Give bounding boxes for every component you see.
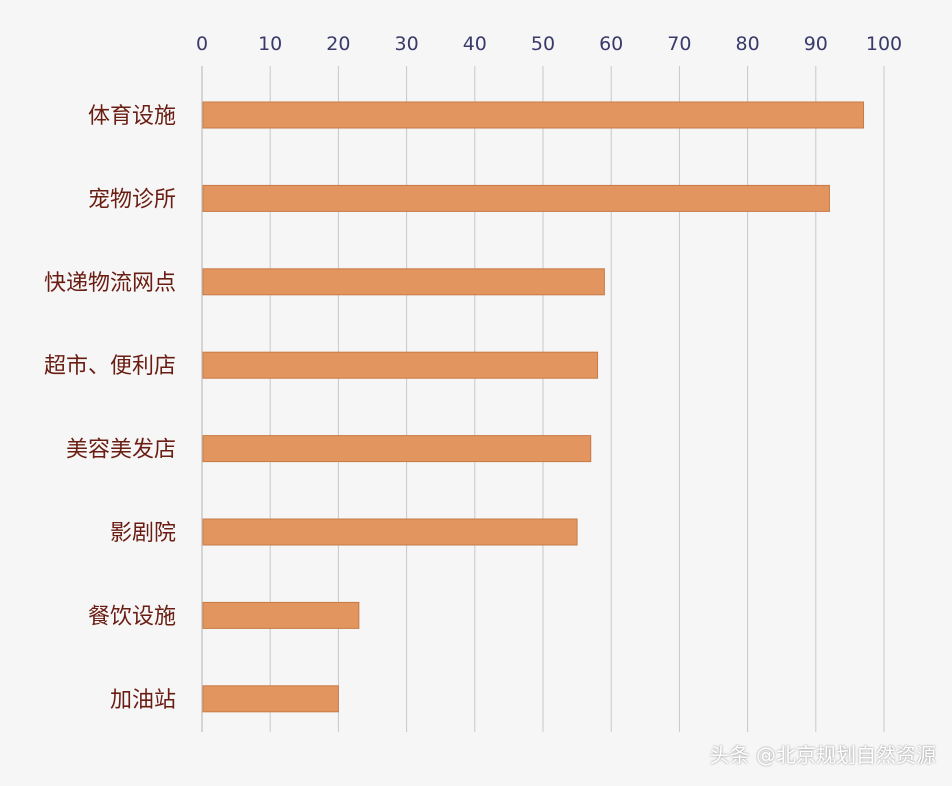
x-tick-label: 50 — [531, 33, 555, 55]
bar — [202, 184, 830, 212]
category-label: 美容美发店 — [66, 438, 176, 463]
bar — [202, 435, 592, 463]
x-tick-labels: 0 10 20 30 40 50 60 70 80 90 100 — [196, 33, 902, 55]
x-tick-label: 30 — [395, 33, 419, 55]
bars — [202, 101, 865, 713]
x-tick-label: 40 — [463, 33, 487, 55]
x-tick-label: 70 — [667, 33, 691, 55]
gridlines — [201, 66, 885, 732]
x-tick-label: 90 — [804, 33, 828, 55]
category-label: 影剧院 — [110, 521, 176, 546]
category-label: 餐饮设施 — [88, 604, 176, 629]
bar — [202, 101, 865, 129]
x-tick-label: 0 — [196, 33, 208, 55]
bar — [202, 268, 605, 296]
x-tick-label: 60 — [599, 33, 623, 55]
x-tick-label: 10 — [258, 33, 282, 55]
category-label: 加油站 — [110, 688, 176, 713]
bar — [202, 685, 339, 713]
bar — [202, 601, 360, 629]
category-label: 快递物流网点 — [44, 271, 176, 296]
category-label: 体育设施 — [88, 104, 176, 129]
bar — [202, 351, 599, 379]
bar — [202, 518, 578, 546]
x-tick-label: 80 — [736, 33, 760, 55]
x-tick-label: 20 — [326, 33, 350, 55]
x-tick-label: 100 — [866, 33, 902, 55]
category-label: 超市、便利店 — [44, 354, 176, 379]
category-label: 宠物诊所 — [88, 187, 176, 212]
watermark: 头条 @北京规划自然资源 — [709, 743, 936, 767]
